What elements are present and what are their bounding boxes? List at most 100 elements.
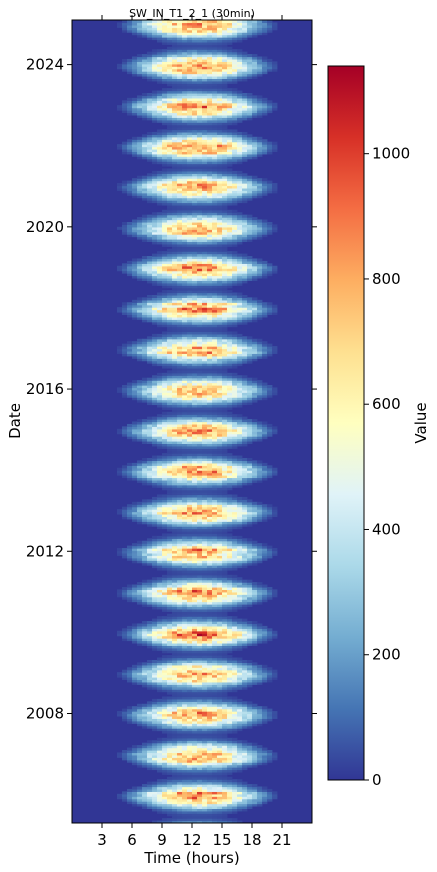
heat-cell xyxy=(182,638,188,642)
heat-cell xyxy=(202,492,208,496)
heat-cell xyxy=(222,711,228,715)
heat-cell xyxy=(222,805,228,809)
heat-cell xyxy=(137,341,143,345)
heat-cell xyxy=(137,791,143,795)
heat-cell xyxy=(122,555,128,559)
heat-cell xyxy=(147,662,153,666)
heat-cell xyxy=(227,650,233,654)
heat-cell xyxy=(207,567,213,571)
heat-cell xyxy=(142,385,148,389)
heat-cell xyxy=(172,735,178,739)
heat-cell xyxy=(207,630,213,634)
heat-cell xyxy=(162,523,168,527)
heat-cell xyxy=(192,732,198,736)
heat-cell xyxy=(167,801,173,805)
heat-cell xyxy=(252,596,258,600)
heat-cell xyxy=(172,307,178,311)
heat-cell xyxy=(222,689,228,693)
heat-cell xyxy=(197,431,203,435)
heat-cell xyxy=(117,348,123,352)
heat-cell xyxy=(232,606,238,610)
heat-cell xyxy=(147,389,153,393)
heat-cell xyxy=(232,353,238,357)
heat-cell xyxy=(167,759,173,763)
heat-cell xyxy=(182,762,188,766)
heat-cell xyxy=(272,346,278,350)
heat-cell xyxy=(157,599,163,603)
heat-cell xyxy=(197,331,203,335)
heat-cell xyxy=(197,664,203,668)
heat-cell xyxy=(207,579,213,583)
heat-cell xyxy=(232,803,238,807)
heat-cell xyxy=(232,604,238,608)
heat-cell xyxy=(207,786,213,790)
heat-cell xyxy=(147,343,153,347)
heat-cell xyxy=(192,472,198,476)
heat-cell xyxy=(252,642,258,646)
heat-cell xyxy=(157,316,163,320)
heat-cell xyxy=(162,331,168,335)
heat-cell xyxy=(127,625,133,629)
heat-cell xyxy=(247,679,253,683)
heat-cell xyxy=(177,470,183,474)
heat-cell xyxy=(177,628,183,632)
heat-cell xyxy=(222,708,228,712)
heat-cell xyxy=(137,706,143,710)
heat-cell xyxy=(142,638,148,642)
heat-cell xyxy=(202,467,208,471)
heat-cell xyxy=(177,460,183,464)
heat-cell xyxy=(217,630,223,634)
heat-cell xyxy=(167,326,173,330)
heat-cell xyxy=(157,679,163,683)
heat-cell xyxy=(152,669,158,673)
heat-cell xyxy=(182,662,188,666)
heat-cell xyxy=(217,528,223,532)
heat-cell xyxy=(192,552,198,556)
heat-cell xyxy=(162,387,168,391)
heat-cell xyxy=(157,740,163,744)
heat-cell xyxy=(227,526,233,530)
heat-cell xyxy=(172,521,178,525)
heat-cell xyxy=(122,353,128,357)
heat-cell xyxy=(162,557,168,561)
heat-cell xyxy=(192,808,198,812)
heat-cell xyxy=(202,771,208,775)
heat-cell xyxy=(157,801,163,805)
heat-cell xyxy=(262,793,268,797)
heat-cell xyxy=(202,309,208,313)
heat-cell xyxy=(132,309,138,313)
heat-cell xyxy=(242,686,248,690)
heat-cell xyxy=(222,579,228,583)
heat-cell xyxy=(172,397,178,401)
heat-cell xyxy=(242,801,248,805)
heat-cell xyxy=(137,625,143,629)
heat-cell xyxy=(207,628,213,632)
heat-cell xyxy=(212,389,218,393)
heat-cell xyxy=(172,698,178,702)
heat-cell xyxy=(137,338,143,342)
heat-cell xyxy=(247,579,253,583)
heat-cell xyxy=(202,489,208,493)
heat-cell xyxy=(232,781,238,785)
heat-cell xyxy=(247,516,253,520)
heat-cell xyxy=(167,638,173,642)
heat-cell xyxy=(152,803,158,807)
heat-cell xyxy=(237,380,243,384)
heat-cell xyxy=(182,715,188,719)
heat-cell xyxy=(162,555,168,559)
heat-cell xyxy=(202,642,208,646)
heat-cell xyxy=(222,720,228,724)
heat-cell xyxy=(267,708,273,712)
heat-cell xyxy=(217,596,223,600)
heat-cell xyxy=(212,735,218,739)
heat-cell xyxy=(207,642,213,646)
heat-cell xyxy=(167,501,173,505)
heat-cell xyxy=(167,479,173,483)
heat-cell xyxy=(167,723,173,727)
heat-cell xyxy=(152,392,158,396)
heat-cell xyxy=(157,538,163,542)
heat-cell xyxy=(232,419,238,423)
heat-cell xyxy=(147,725,153,729)
heat-cell xyxy=(237,672,243,676)
heat-cell xyxy=(242,358,248,362)
